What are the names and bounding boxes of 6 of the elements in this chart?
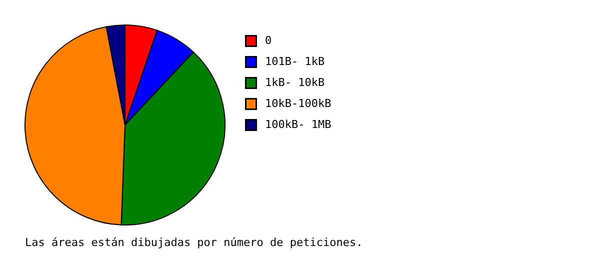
legend-label: 101B- 1kB (265, 55, 325, 68)
legend-label: 1kB- 10kB (265, 76, 325, 89)
legend-label: 100kB- 1MB (265, 118, 332, 131)
legend-label: 0 (265, 34, 272, 47)
legend-label: 10kB-100kB (265, 97, 332, 110)
text: Las áreas están dibujadas por número de peticiones. (25, 236, 363, 249)
